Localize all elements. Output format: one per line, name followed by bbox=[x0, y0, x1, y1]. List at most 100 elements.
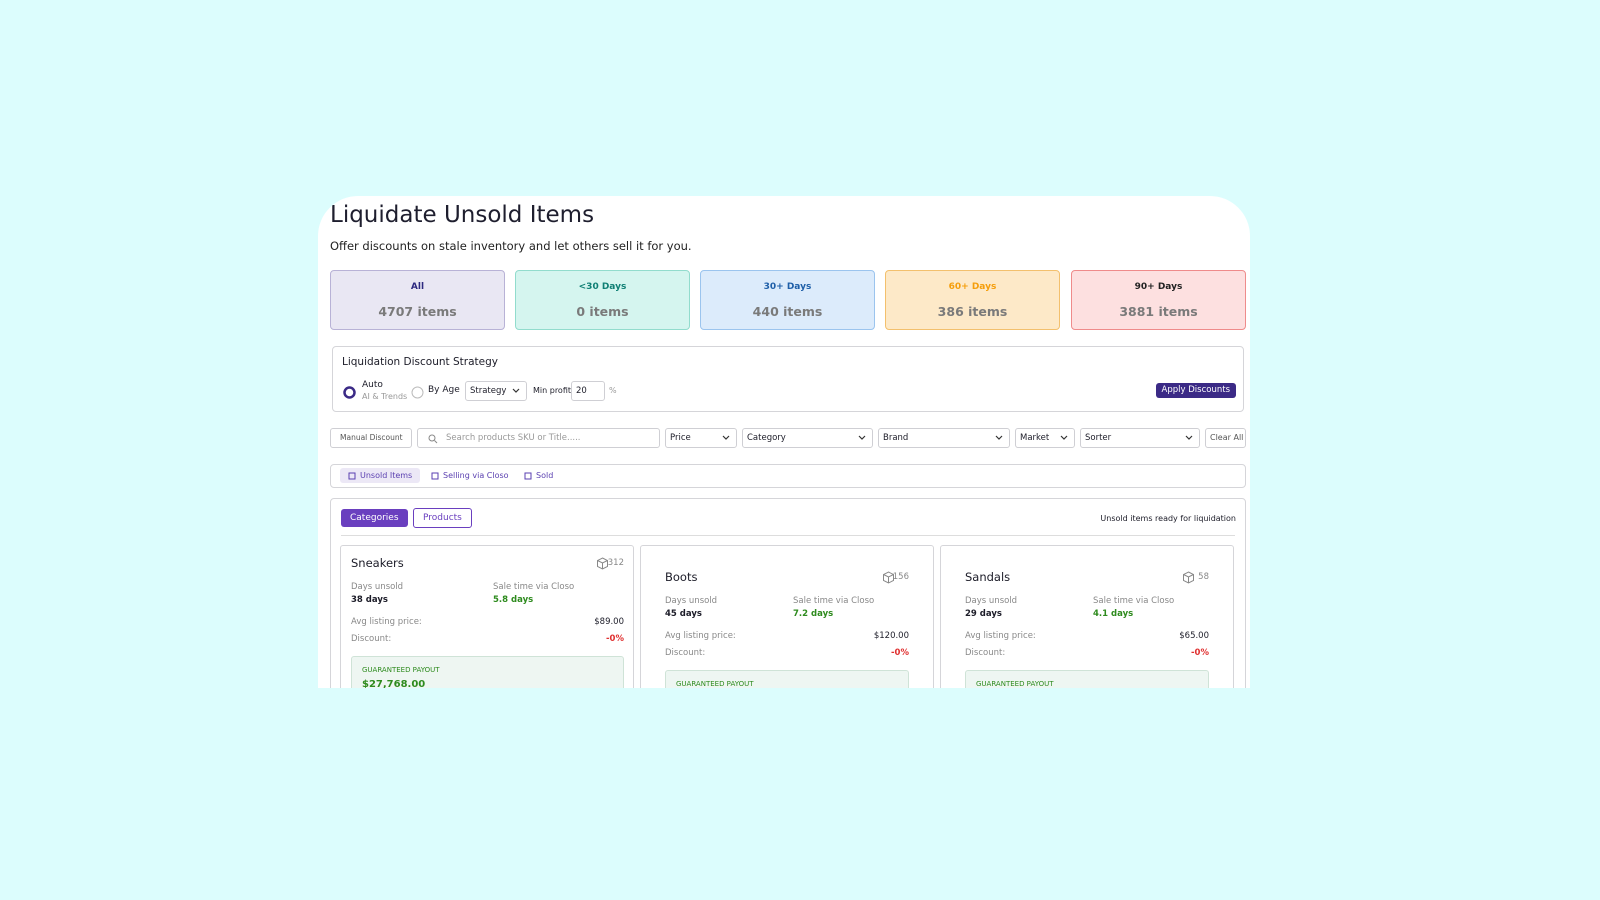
dropdown-label: Category bbox=[747, 433, 786, 443]
page-subtitle: Offer discounts on stale inventory and l… bbox=[330, 239, 692, 253]
age-tab-count: 440 items bbox=[752, 304, 823, 319]
status-icon bbox=[348, 472, 356, 480]
box-icon bbox=[1183, 571, 1194, 584]
age-tab[interactable]: 30+ Days 440 items bbox=[700, 270, 875, 330]
box-icon bbox=[597, 557, 608, 570]
chevron-path bbox=[858, 435, 866, 440]
filter-dropdown[interactable]: Brand bbox=[878, 428, 1010, 448]
status-icon bbox=[524, 472, 532, 480]
age-tab-count: 0 items bbox=[576, 304, 629, 319]
view-tab-active[interactable]: Categories bbox=[341, 509, 408, 527]
category-card[interactable]: Sneakers 312 Days unsold 38 days Sale time v… bbox=[340, 545, 634, 688]
status-tab-label: Selling via Closo bbox=[443, 471, 509, 480]
discount-label: Discount: bbox=[351, 634, 392, 644]
search-icon-circle bbox=[428, 434, 436, 442]
avg-label: Avg listing price: bbox=[965, 631, 1036, 641]
radio-by-age[interactable] bbox=[411, 386, 424, 399]
status-icon-shape bbox=[524, 472, 532, 480]
discount-label: Discount: bbox=[665, 648, 706, 658]
box-icon bbox=[883, 571, 894, 584]
view-note: Unsold items ready for liquidation bbox=[1100, 514, 1236, 523]
payout-box: GUARANTEED PAYOUT bbox=[665, 670, 909, 688]
dropdown-label: Market bbox=[1020, 433, 1050, 443]
view-tab[interactable]: Products bbox=[413, 508, 472, 528]
search-input[interactable]: Search products SKU or Title..... bbox=[417, 428, 660, 448]
card-name: Boots bbox=[665, 570, 698, 584]
chevron bbox=[995, 435, 1003, 440]
min-profit-value: 20 bbox=[576, 386, 587, 396]
search-icon bbox=[428, 434, 438, 444]
min-profit-input[interactable]: 20 bbox=[571, 381, 605, 401]
search-placeholder: Search products SKU or Title..... bbox=[446, 433, 581, 443]
avg-value: $65.00 bbox=[1179, 631, 1209, 641]
radio-auto[interactable] bbox=[343, 386, 356, 399]
age-tab[interactable]: 90+ Days 3881 items bbox=[1071, 270, 1246, 330]
days-value: 45 days bbox=[665, 609, 702, 619]
filter-dropdown[interactable]: Sorter bbox=[1080, 428, 1200, 448]
panel: Liquidate Unsold Items Offer discounts o… bbox=[318, 196, 1250, 688]
payout-label: GUARANTEED PAYOUT bbox=[362, 666, 440, 674]
age-tab-label: All bbox=[410, 282, 425, 292]
payout-label: GUARANTEED PAYOUT bbox=[676, 680, 754, 688]
filter-dropdown[interactable]: Price bbox=[665, 428, 737, 448]
chevron-path bbox=[995, 435, 1003, 440]
box-icon-shape bbox=[1183, 571, 1194, 584]
status-icon bbox=[431, 472, 439, 480]
age-tab[interactable]: <30 Days 0 items bbox=[515, 270, 690, 330]
age-tab[interactable]: All 4707 items bbox=[330, 270, 505, 330]
age-tab[interactable]: 60+ Days 386 items bbox=[885, 270, 1060, 330]
days-label: Days unsold bbox=[965, 596, 1018, 606]
payout-box: GUARANTEED PAYOUT $27,768.00 bbox=[351, 656, 624, 688]
age-tab-label: 90+ Days bbox=[1134, 282, 1183, 292]
chevron bbox=[722, 435, 730, 440]
box-icon-shape bbox=[883, 571, 894, 584]
option-sublabel: AI & Trends bbox=[362, 392, 408, 401]
dropdown-label: Sorter bbox=[1085, 433, 1112, 443]
payout-box: GUARANTEED PAYOUT bbox=[965, 670, 1209, 688]
chevron bbox=[1060, 435, 1068, 440]
status-tab[interactable]: Sold bbox=[516, 468, 561, 483]
card-count: 312 bbox=[607, 558, 624, 568]
apply-button[interactable]: Apply Discounts bbox=[1155, 383, 1236, 398]
payout-label: GUARANTEED PAYOUT bbox=[976, 680, 1054, 688]
card-name: Sandals bbox=[965, 570, 1011, 584]
dropdown-label: Brand bbox=[883, 433, 909, 443]
days-value: 38 days bbox=[351, 595, 388, 605]
chevron-path bbox=[1185, 435, 1193, 440]
discount-value: -0% bbox=[1191, 648, 1209, 658]
select-label: Strategy bbox=[470, 386, 507, 396]
strategy-title: Liquidation Discount Strategy bbox=[342, 356, 498, 368]
divider bbox=[341, 535, 1235, 536]
sale-label: Sale time via Closo bbox=[793, 596, 875, 606]
unit: % bbox=[609, 386, 617, 395]
option-label: By Age bbox=[428, 385, 460, 395]
chevron bbox=[858, 435, 866, 440]
status-tab[interactable]: Unsold Items bbox=[340, 468, 421, 483]
min-profit-label: Min profit: bbox=[533, 386, 574, 395]
chevron bbox=[1185, 435, 1193, 440]
sale-value: 4.1 days bbox=[1093, 609, 1134, 619]
filter-dropdown[interactable]: Category bbox=[742, 428, 873, 448]
category-card[interactable]: Boots 156 Days unsold 45 days Sale time via … bbox=[640, 545, 934, 688]
days-label: Days unsold bbox=[351, 582, 404, 592]
chevron-path bbox=[722, 435, 730, 440]
dropdown-label: Price bbox=[670, 433, 691, 443]
clear-all-button[interactable]: Clear All bbox=[1205, 428, 1246, 448]
category-card[interactable]: Sandals 58 Days unsold 29 days Sale time via… bbox=[940, 545, 1234, 688]
box-icon-shape bbox=[597, 557, 608, 570]
filter-dropdown[interactable]: Market bbox=[1015, 428, 1075, 448]
avg-value: $120.00 bbox=[873, 631, 909, 641]
manual-discount-button[interactable]: Manual Discount bbox=[330, 428, 412, 448]
age-tab-count: 3881 items bbox=[1119, 304, 1198, 319]
card-count: 58 bbox=[1198, 572, 1209, 582]
sale-value: 5.8 days bbox=[493, 595, 534, 605]
status-tab[interactable]: Selling via Closo bbox=[423, 468, 517, 483]
option-label: Auto bbox=[362, 380, 383, 390]
age-tab-label: <30 Days bbox=[578, 282, 627, 292]
payout-value: $27,768.00 bbox=[362, 679, 426, 688]
card-count: 156 bbox=[892, 572, 909, 582]
card-name: Sneakers bbox=[351, 556, 404, 570]
strategy-select[interactable]: Strategy bbox=[465, 381, 527, 401]
sale-value: 7.2 days bbox=[793, 609, 834, 619]
